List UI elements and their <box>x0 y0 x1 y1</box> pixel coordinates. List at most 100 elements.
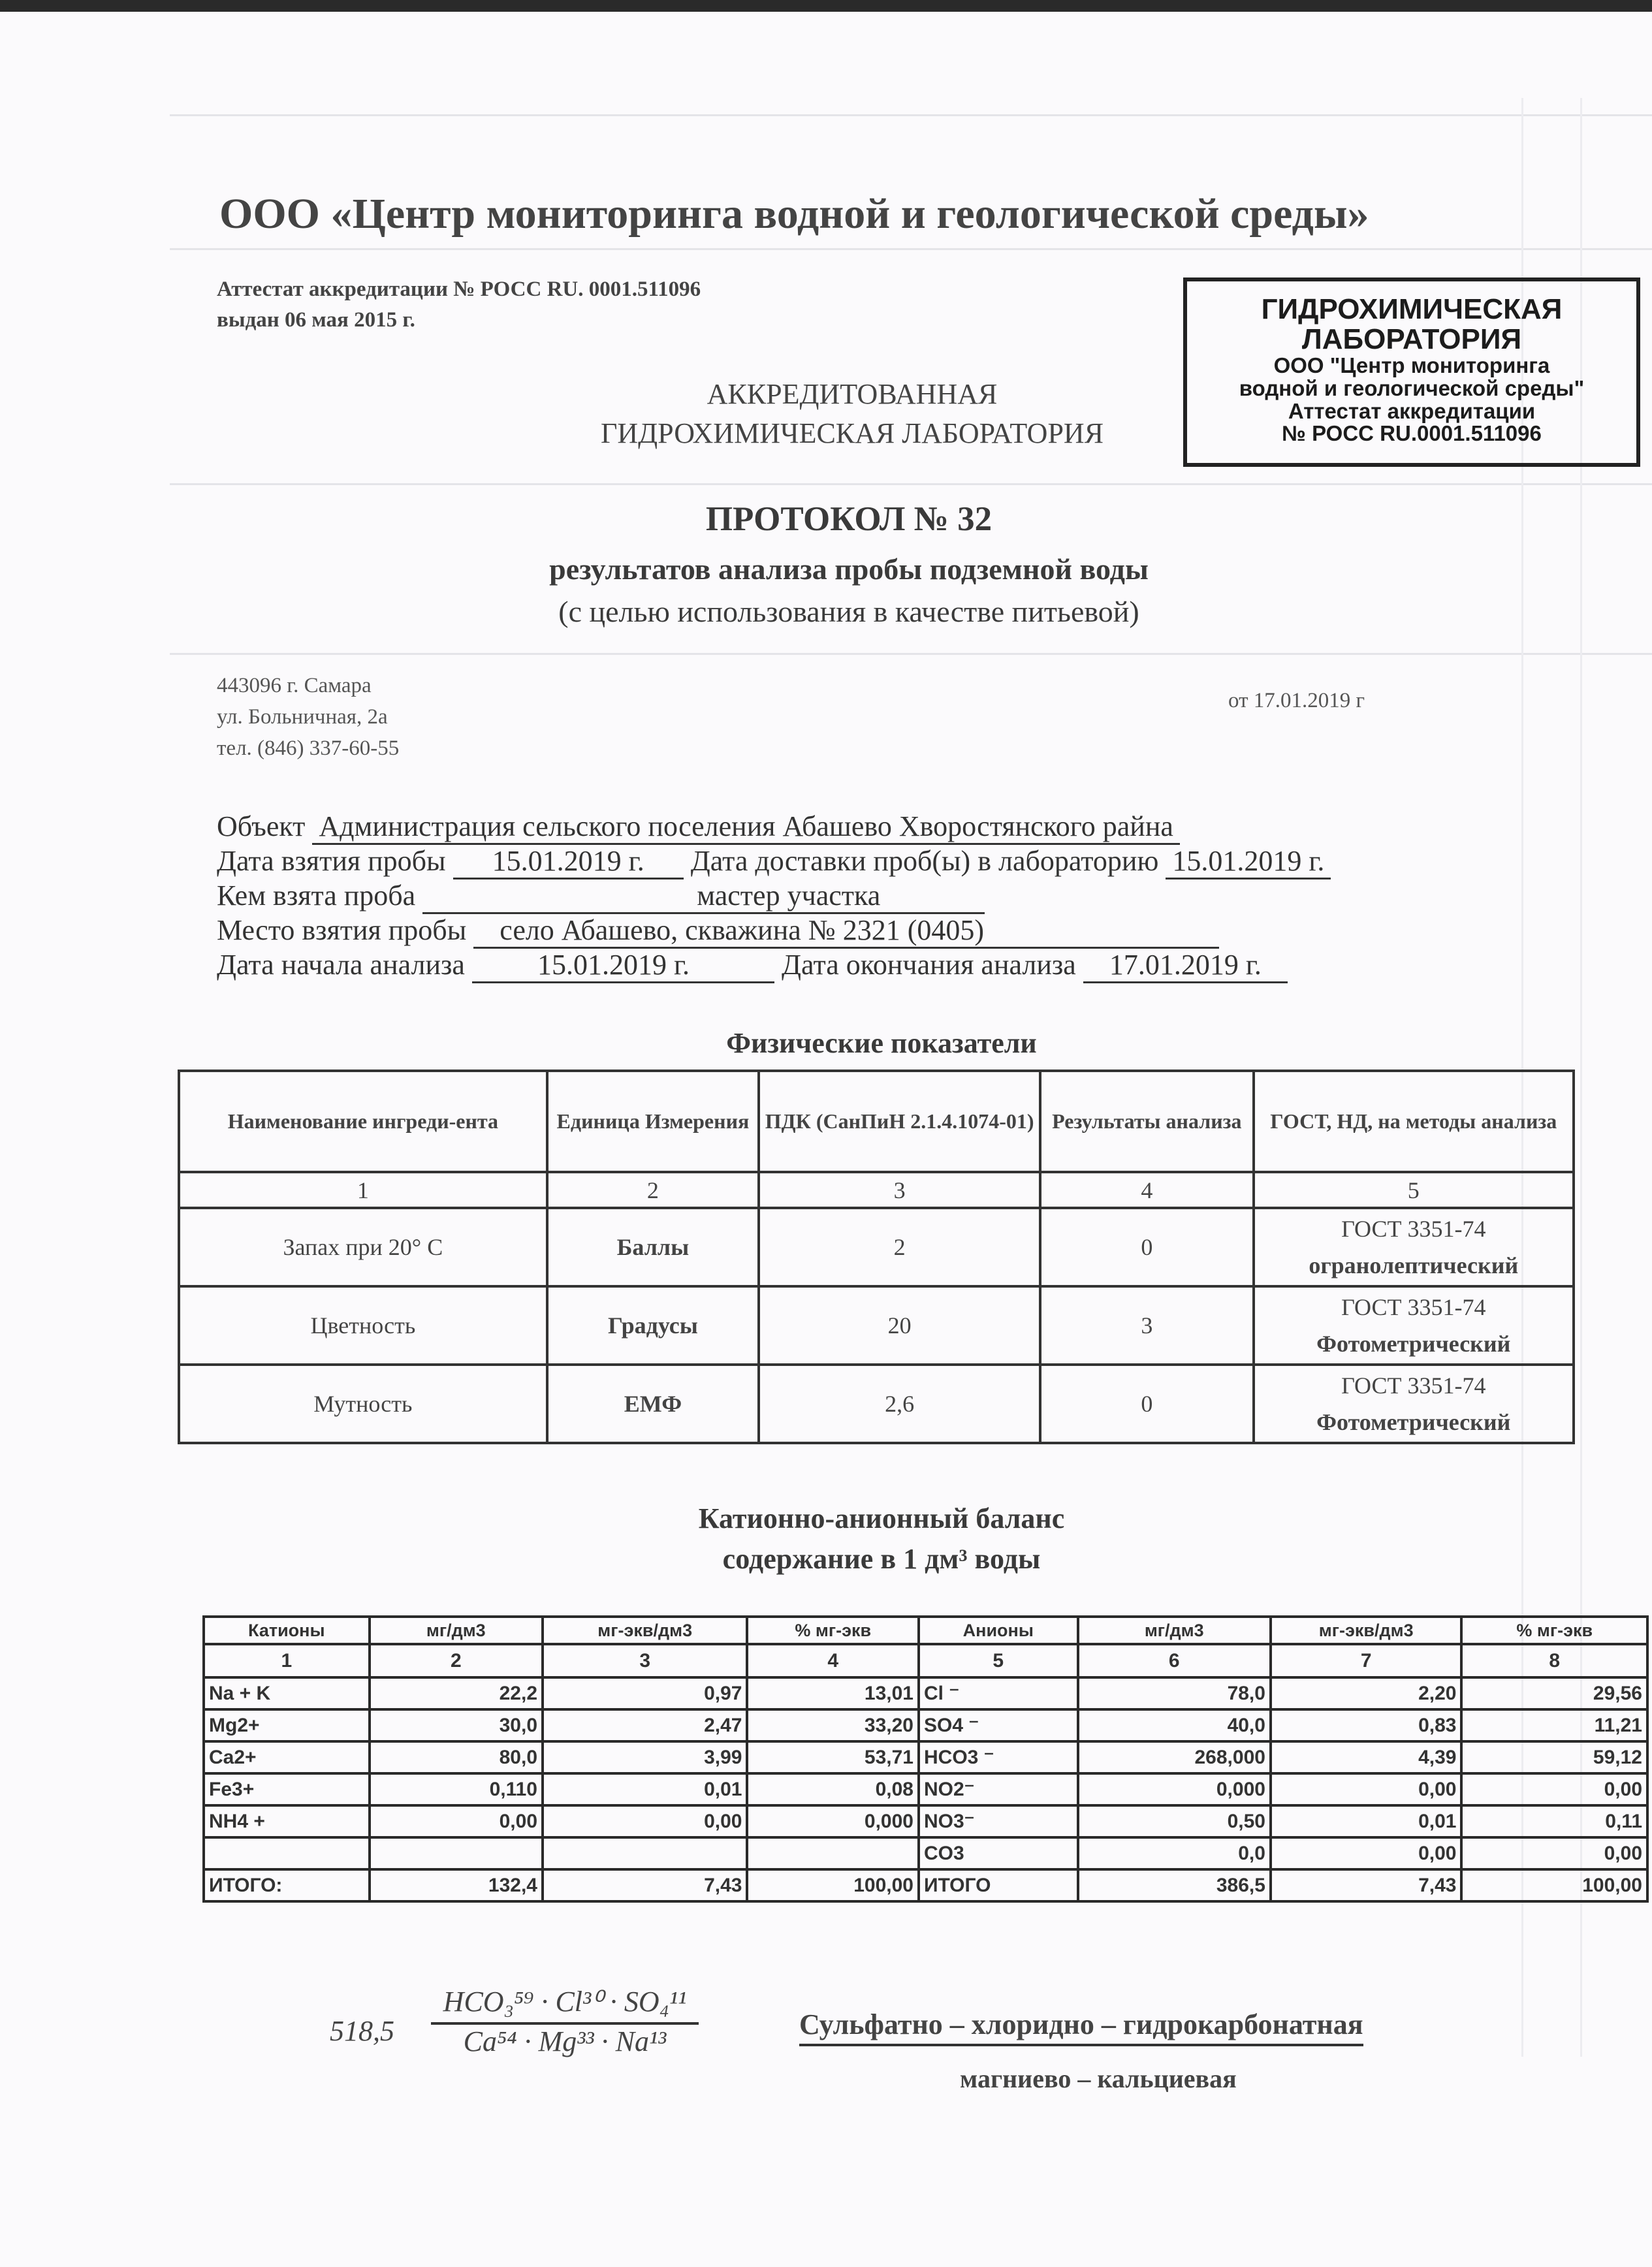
cell-value: 0,01 <box>1269 1804 1463 1839</box>
cell-unit: Градусы <box>545 1285 761 1366</box>
cell-value: 268,000 <box>1076 1740 1272 1775</box>
column-number: 3 <box>541 1643 749 1679</box>
cation-name: NH4 + <box>202 1804 371 1839</box>
column-header: Катионы <box>202 1615 371 1645</box>
field-label: Дата окончания анализа <box>782 949 1076 981</box>
table-row: Мутность ЕМФ 2,6 0 ГОСТ 3351-74 Фотометри… <box>178 1363 1576 1444</box>
column-number: 5 <box>917 1643 1079 1679</box>
stamp-line: ГИДРОХИМИЧЕСКАЯ <box>1261 293 1563 325</box>
column-header: мг/дм3 <box>368 1615 545 1645</box>
cell-name: Мутность <box>178 1363 548 1444</box>
table-row: Mg2+ 30,0 2,47 33,20 SO4 ⁻ 40,0 0,83 11,21 <box>202 1708 1649 1743</box>
cell-value: 0,08 <box>746 1772 920 1807</box>
place-field: Место взятия пробы село Абашево, скважин… <box>217 913 1220 949</box>
formula-numerator: HCO₃⁵⁹ · Cl³⁰ · SO₄¹¹ <box>431 1985 699 2025</box>
balance-section-title: Катионно-анионный баланс <box>698 1502 1065 1534</box>
cell-unit: ЕМФ <box>545 1363 761 1444</box>
column-header: % мг-экв <box>1460 1615 1649 1645</box>
cell-value: 13,01 <box>746 1676 920 1711</box>
field-value: Администрация сельского поселения Абашев… <box>312 810 1180 845</box>
table-row: Na + K 22,2 0,97 13,01 Cl ⁻ 78,0 2,20 29,56 <box>202 1676 1649 1711</box>
method-type: огранолептический <box>1309 1252 1519 1278</box>
column-number: 5 <box>1252 1171 1576 1209</box>
column-number: 7 <box>1269 1643 1463 1679</box>
accreditation-date: выдан 06 мая 2015 г. <box>217 308 415 332</box>
column-header: ГОСТ, НД, на методы анализа <box>1252 1070 1576 1173</box>
column-header: Единица Измерения <box>545 1070 761 1173</box>
cell-name: Цветность <box>178 1285 548 1366</box>
cell-value: 4,39 <box>1269 1740 1463 1775</box>
cell-value: 0,000 <box>746 1804 920 1839</box>
anion-name: CO3 <box>917 1836 1079 1871</box>
cell-value: 0,00 <box>368 1804 545 1839</box>
scan-edge <box>0 0 1652 12</box>
stamp-line: ООО "Центр мониторинга <box>1273 353 1550 378</box>
cell-value: 0,00 <box>1460 1836 1649 1871</box>
cell-value: 22,2 <box>368 1676 545 1711</box>
cation-name: Mg2+ <box>202 1708 371 1743</box>
cation-name: Na + K <box>202 1676 371 1711</box>
cation-name: ИТОГО: <box>202 1868 371 1903</box>
cell-value: 2,20 <box>1269 1676 1463 1711</box>
field-value: 15.01.2019 г. <box>1166 844 1331 880</box>
table-row: Цветность Градусы 20 3 ГОСТ 3351-74 Фотом… <box>178 1285 1576 1366</box>
method-standard: ГОСТ 3351-74 <box>1341 1372 1486 1399</box>
cation-name: Fe3+ <box>202 1772 371 1807</box>
column-number: 4 <box>746 1643 920 1679</box>
cell-value: 0,83 <box>1269 1708 1463 1743</box>
table-row: Fe3+ 0,110 0,01 0,08 NO2⁻ 0,000 0,00 0,00 <box>202 1772 1649 1807</box>
phone: тел. (846) 337-60-55 <box>217 737 400 760</box>
column-header: % мг-экв <box>746 1615 920 1645</box>
cell-value: 0,110 <box>368 1772 545 1807</box>
column-number: 1 <box>202 1643 371 1679</box>
table-row: ИТОГО: 132,4 7,43 100,00 ИТОГО 386,5 7,43 100,0… <box>202 1868 1649 1903</box>
taken-by-field: Кем взята проба мастер участка <box>217 879 985 914</box>
column-header: мг-экв/дм3 <box>1269 1615 1463 1645</box>
anion-name: SO4 ⁻ <box>917 1708 1079 1743</box>
sample-dates-field: Дата взятия пробы 15.01.2019 г. Дата дос… <box>217 844 1331 880</box>
cell-value: 78,0 <box>1076 1676 1272 1711</box>
cell-method: ГОСТ 3351-74 огранолептический <box>1252 1207 1576 1288</box>
cell-value: 11,21 <box>1460 1708 1649 1743</box>
cell-name: Запах при 20° С <box>178 1207 548 1288</box>
mineralization-value: 518,5 <box>330 2015 394 2047</box>
cell-value <box>368 1836 545 1871</box>
field-value: 15.01.2019 г. <box>471 948 775 983</box>
cation-name <box>202 1836 371 1871</box>
column-number: 3 <box>757 1171 1042 1209</box>
method-standard: ГОСТ 3351-74 <box>1341 1216 1486 1242</box>
column-number: 4 <box>1039 1171 1255 1209</box>
formula-denominator: Ca⁵⁴ · Mg³³ · Na¹³ <box>463 2025 667 2057</box>
anion-name: Cl ⁻ <box>917 1676 1079 1711</box>
field-value: 15.01.2019 г. <box>453 844 684 880</box>
lab-stamp: ГИДРОХИМИЧЕСКАЯ ЛАБОРАТОРИЯ ООО "Центр м… <box>1183 277 1640 467</box>
cell-value: 0,00 <box>1269 1772 1463 1807</box>
anion-name: NO3⁻ <box>917 1804 1079 1839</box>
protocol-subtitle: результатов анализа пробы подземной воды <box>549 552 1149 586</box>
object-field: Объект Администрация сельского поселения… <box>217 810 1180 845</box>
bleed-through-line <box>1580 98 1582 2057</box>
column-number: 2 <box>545 1171 761 1209</box>
field-label: Дата доставки проб(ы) в лабораторию <box>690 845 1159 877</box>
anion-name: HCO3 ⁻ <box>917 1740 1079 1775</box>
column-header: Наименование ингреди-ента <box>178 1070 548 1173</box>
cell-pdk: 20 <box>757 1285 1042 1366</box>
cell-value: 40,0 <box>1076 1708 1272 1743</box>
table-row: Ca2+ 80,0 3,99 53,71 HCO3 ⁻ 268,000 4,39 59,12 <box>202 1740 1649 1775</box>
physical-section-title: Физические показатели <box>726 1027 1037 1059</box>
cell-value: 30,0 <box>368 1708 545 1743</box>
cell-value: 80,0 <box>368 1740 545 1775</box>
protocol-title: ПРОТОКОЛ № 32 <box>705 500 993 538</box>
cell-value: 386,5 <box>1076 1868 1272 1903</box>
cell-value: 0,00 <box>1269 1836 1463 1871</box>
cell-value: 0,97 <box>541 1676 749 1711</box>
stamp-line: ЛАБОРАТОРИЯ <box>1301 323 1522 356</box>
field-label: Кем взята проба <box>217 880 416 912</box>
method-type: Фотометрический <box>1316 1331 1511 1357</box>
bleed-through-line <box>170 114 1652 116</box>
cell-value: 100,00 <box>746 1868 920 1903</box>
method-type: Фотометрический <box>1316 1409 1511 1435</box>
column-number: 6 <box>1076 1643 1272 1679</box>
field-value: село Абашево, скважина № 2321 (0405) <box>473 913 1220 949</box>
kurlov-formula: HCO₃⁵⁹ · Cl³⁰ · SO₄¹¹ Ca⁵⁴ · Mg³³ · Na¹³ <box>431 1985 699 2058</box>
